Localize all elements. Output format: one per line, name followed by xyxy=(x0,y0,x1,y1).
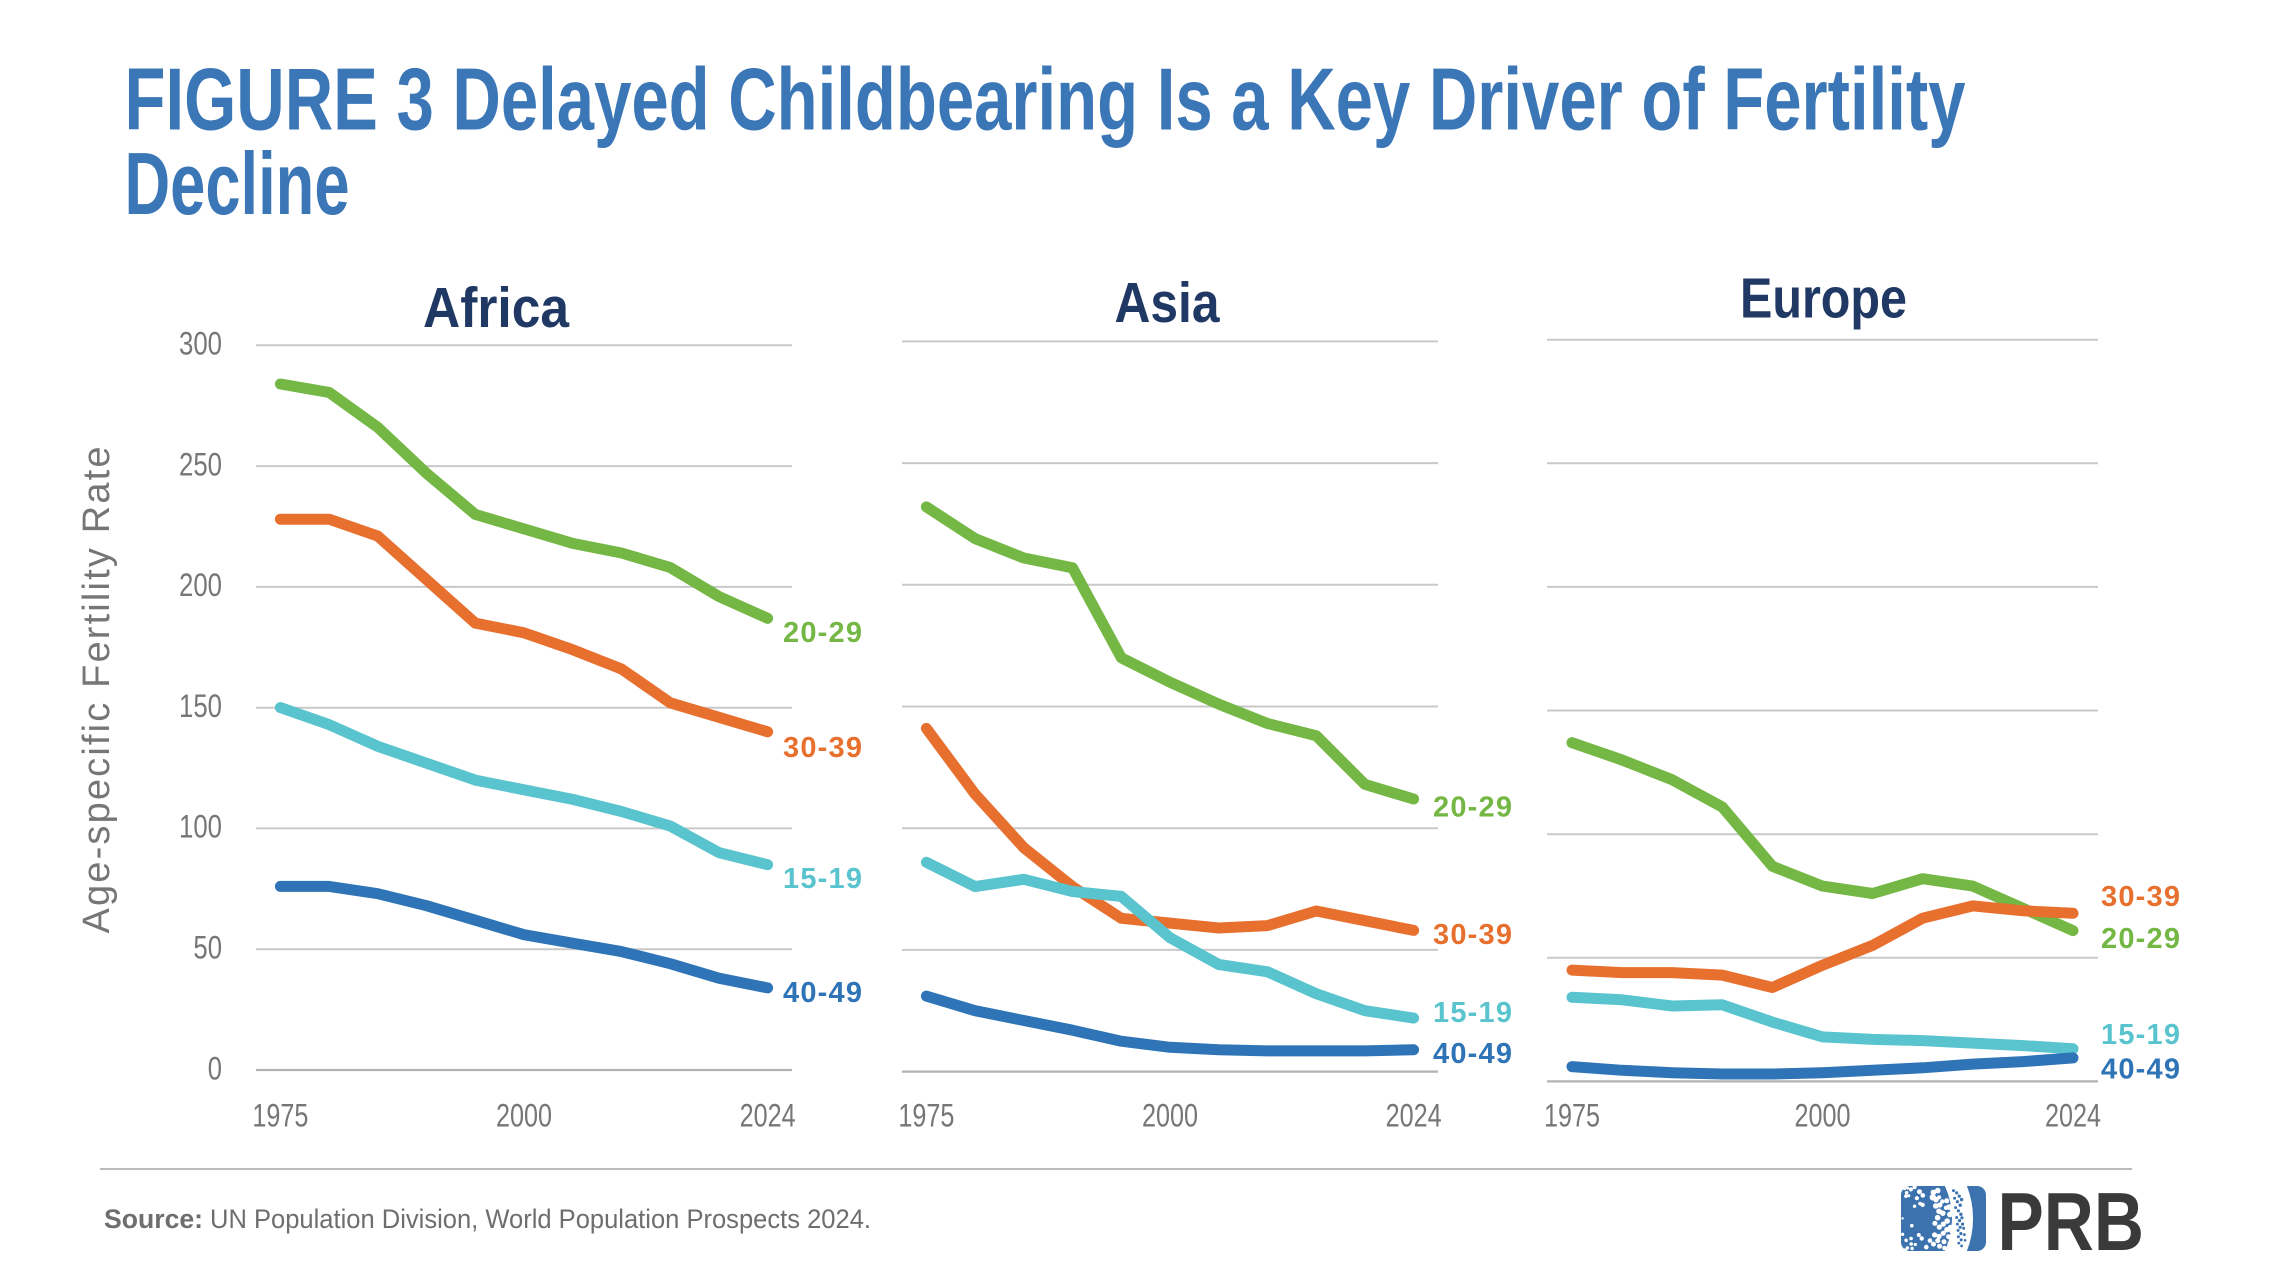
svg-text:40-49: 40-49 xyxy=(1433,1038,1513,1070)
svg-text:0: 0 xyxy=(208,1050,222,1086)
svg-text:15-19: 15-19 xyxy=(1433,997,1513,1029)
svg-text:2000: 2000 xyxy=(496,1098,552,1134)
svg-text:2000: 2000 xyxy=(1142,1098,1198,1134)
svg-text:Africa: Africa xyxy=(423,276,570,340)
svg-text:40-49: 40-49 xyxy=(783,977,863,1009)
svg-text:100: 100 xyxy=(179,809,222,845)
svg-text:40-49: 40-49 xyxy=(2101,1054,2181,1086)
svg-text:Europe: Europe xyxy=(1740,266,1907,330)
svg-text:UN Population Division, World: UN Population Division, World Population… xyxy=(210,1204,871,1234)
svg-text:15-19: 15-19 xyxy=(2101,1019,2181,1051)
svg-text:PRB: PRB xyxy=(1998,1175,2145,1268)
svg-text:20-29: 20-29 xyxy=(2101,923,2181,955)
svg-text:Asia: Asia xyxy=(1115,271,1221,335)
svg-text:250: 250 xyxy=(179,446,222,482)
svg-text:1975: 1975 xyxy=(252,1098,308,1134)
svg-text:150: 150 xyxy=(179,688,222,724)
svg-text:200: 200 xyxy=(179,567,222,603)
svg-text:2024: 2024 xyxy=(2045,1098,2101,1134)
svg-text:2024: 2024 xyxy=(1386,1098,1442,1134)
svg-text:Decline: Decline xyxy=(125,134,350,233)
svg-text:30-39: 30-39 xyxy=(1433,919,1513,951)
svg-text:1975: 1975 xyxy=(898,1098,954,1134)
svg-text:30-39: 30-39 xyxy=(783,732,863,764)
svg-text:Source:: Source: xyxy=(104,1204,203,1234)
svg-text:15-19: 15-19 xyxy=(783,863,863,895)
svg-text:300: 300 xyxy=(179,326,222,362)
svg-text:20-29: 20-29 xyxy=(783,617,863,649)
svg-text:2000: 2000 xyxy=(1795,1098,1851,1134)
svg-text:30-39: 30-39 xyxy=(2101,881,2181,913)
svg-text:FIGURE 3 Delayed Childbearing: FIGURE 3 Delayed Childbearing Is a Key D… xyxy=(125,49,1966,148)
svg-text:20-29: 20-29 xyxy=(1433,792,1513,824)
svg-text:50: 50 xyxy=(193,930,222,966)
svg-text:2024: 2024 xyxy=(740,1098,796,1134)
svg-text:1975: 1975 xyxy=(1544,1098,1600,1134)
